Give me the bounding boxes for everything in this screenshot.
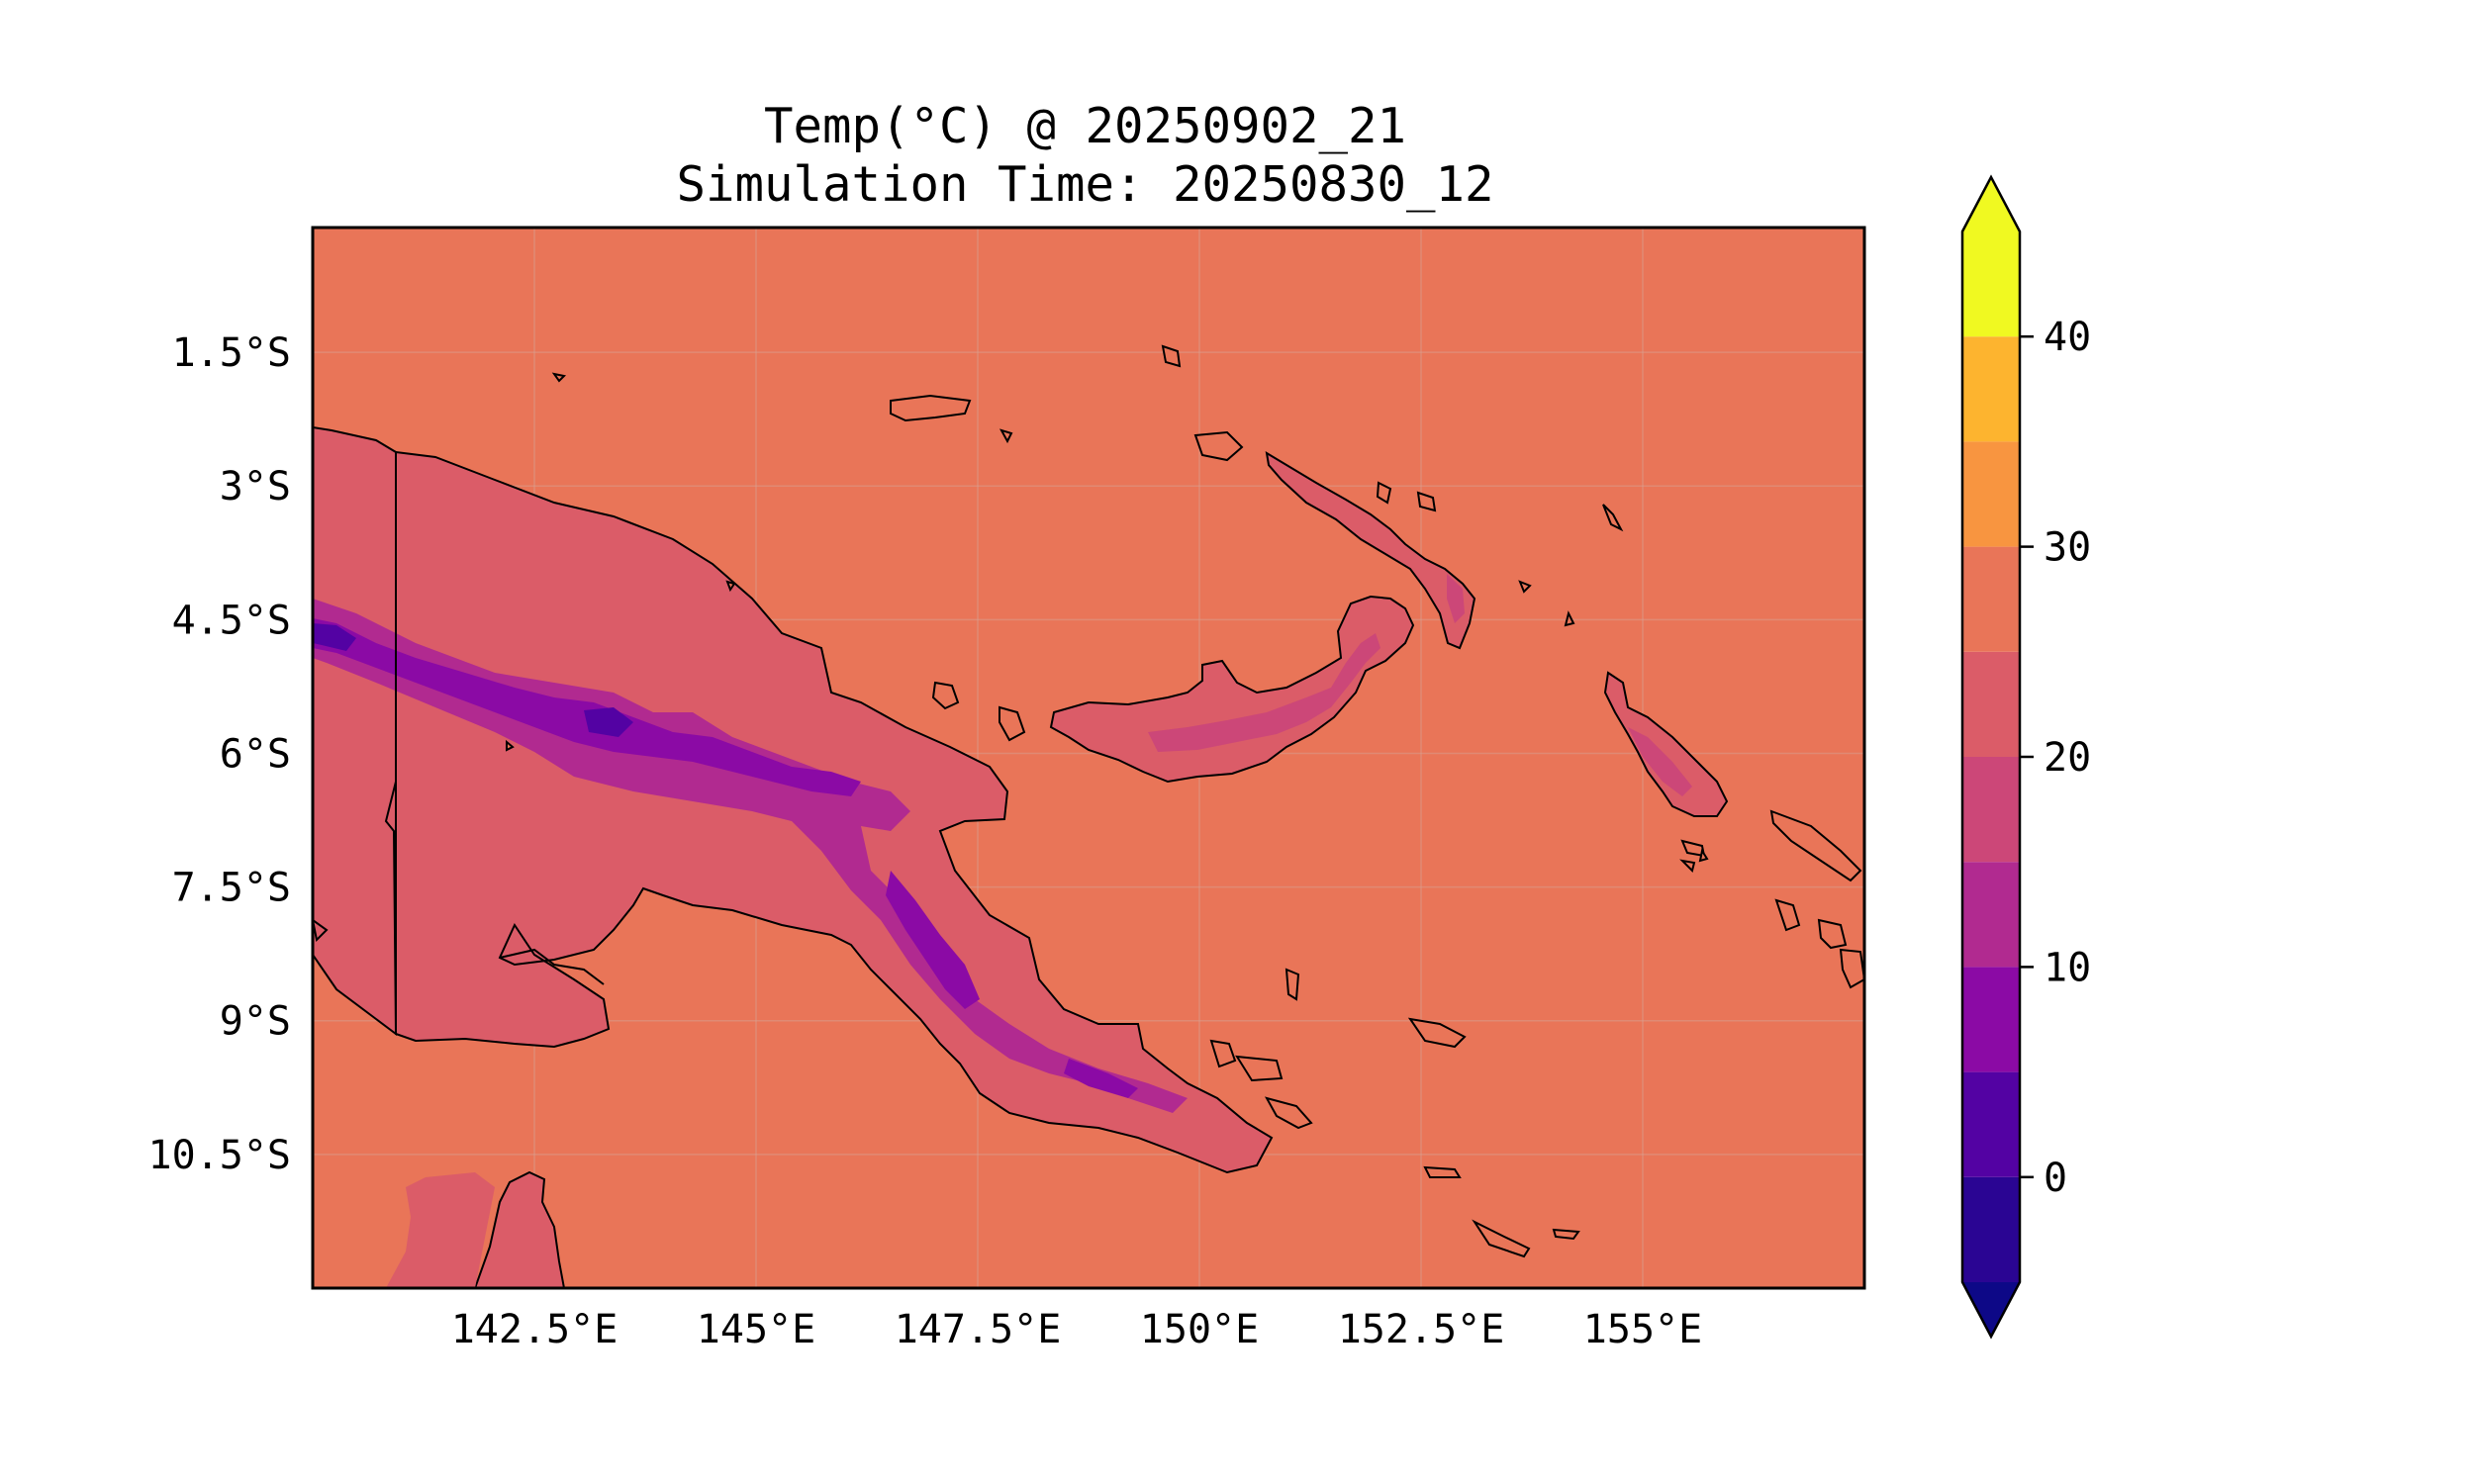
plot-title-line2: Simulation Time: 20250830_12 [676, 156, 1494, 213]
colorbar-segment [1962, 546, 2020, 652]
warm-region-south [386, 1172, 495, 1288]
political-border [384, 452, 397, 1035]
colorbar [1960, 174, 2022, 1340]
coast-south [313, 918, 605, 985]
colorbar-segment [1962, 1071, 2020, 1177]
small-islands [506, 344, 1864, 1258]
colorbar-tick-label: 10 [2044, 945, 2091, 990]
colorbar-segment [1962, 967, 2020, 1072]
colorbar-segment [1962, 336, 2020, 442]
land-highlands [313, 599, 1188, 1113]
land-papua-west [313, 425, 397, 1036]
land-new-britain [1049, 595, 1415, 784]
colorbar-extend-under [1962, 1282, 2020, 1337]
x-tick-label: 147.5°E [895, 1307, 1062, 1352]
land-new-ireland [1265, 451, 1476, 650]
land-bougainville [1603, 671, 1729, 817]
y-tick-label: 10.5°S [148, 1133, 292, 1178]
colorbar-segment [1962, 651, 2020, 757]
y-tick-label: 1.5°S [172, 330, 291, 376]
y-tick-label: 7.5°S [172, 866, 291, 911]
x-tick-label: 142.5°E [451, 1307, 618, 1352]
y-tick-label: 6°S [220, 731, 291, 777]
x-tick-label: 145°E [697, 1307, 815, 1352]
map-frame [311, 226, 1866, 1290]
y-tick-label: 3°S [220, 464, 291, 510]
colorbar-segment [1962, 441, 2020, 547]
colorbar-segment [1962, 232, 2020, 337]
y-tick-label: 4.5°S [172, 598, 291, 643]
colorbar-tick-label: 40 [2044, 315, 2091, 360]
colorbar-ticks: 0 10 20 30 40 [2020, 315, 2091, 1201]
map-area [313, 228, 1864, 1288]
colorbar-segment [1962, 862, 2020, 968]
x-tick-label: 150°E [1140, 1307, 1259, 1352]
colorbar-segment [1962, 757, 2020, 863]
land-new-britain-interior [1148, 633, 1380, 752]
land-cape-york [473, 1170, 566, 1288]
colorbar-extend-over [1962, 177, 2020, 232]
colorbar-segment [1962, 1176, 2020, 1282]
y-axis: 1.5°S 3°S 4.5°S 6°S 7.5°S 9°S 10.5°S [148, 330, 292, 1178]
land-peak-deep [313, 623, 633, 737]
land-bougainville-interior [1628, 727, 1692, 796]
x-tick-label: 152.5°E [1338, 1307, 1505, 1352]
colorbar-outline [1960, 174, 2022, 1340]
land-new-ireland-interior [1447, 574, 1465, 623]
colorbar-tick-label: 0 [2044, 1156, 2067, 1201]
colorbar-tick-label: 20 [2044, 735, 2091, 781]
plot-title-line1: Temp(°C) @ 20250902_21 [763, 98, 1406, 154]
y-tick-label: 9°S [220, 999, 291, 1045]
x-tick-label: 155°E [1583, 1307, 1702, 1352]
colorbar-tick-label: 30 [2044, 525, 2091, 571]
x-axis: 142.5°E 145°E 147.5°E 150°E 152.5°E 155°E [451, 1307, 1703, 1352]
